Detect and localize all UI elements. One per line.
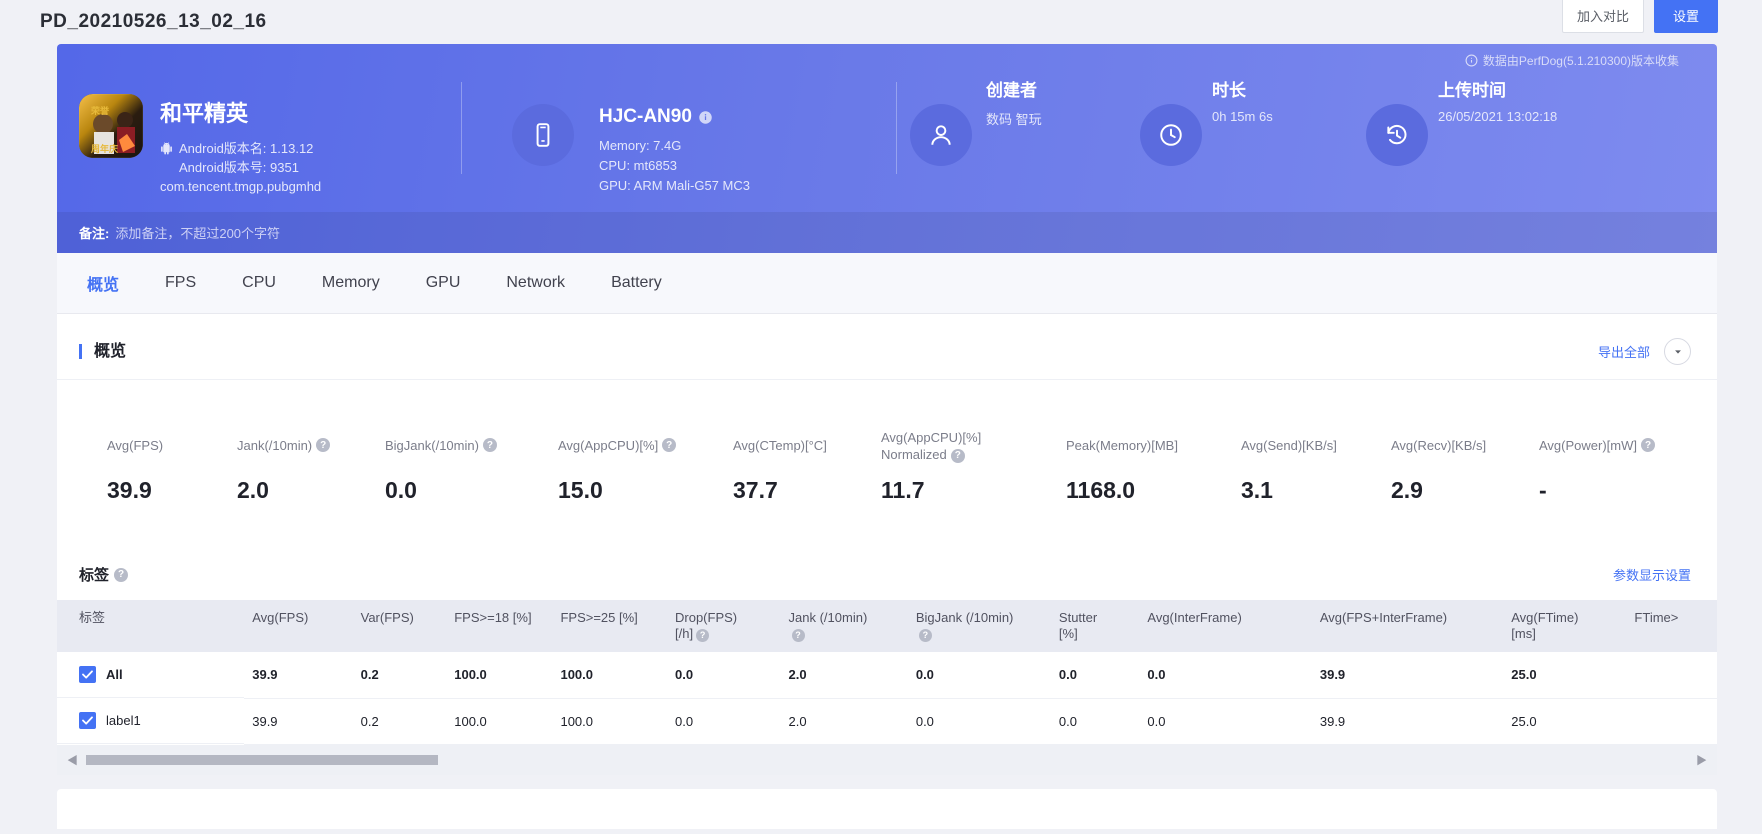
svg-text:荣誉: 荣誉 xyxy=(90,105,110,116)
svg-text:周年庆: 周年庆 xyxy=(91,143,118,154)
